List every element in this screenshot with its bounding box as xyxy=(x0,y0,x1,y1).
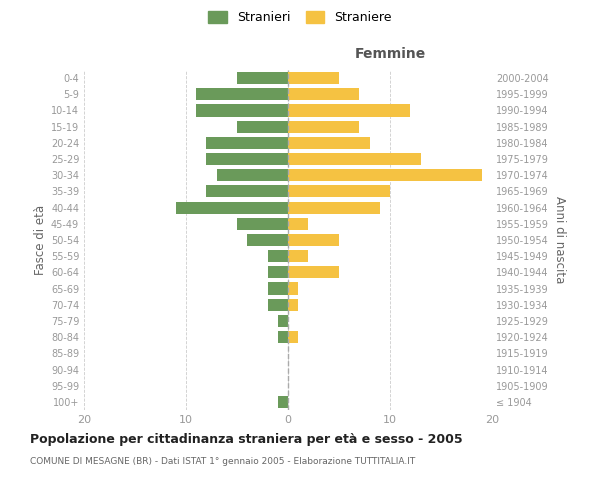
Bar xyxy=(176,202,288,213)
Bar xyxy=(278,396,288,408)
Text: COMUNE DI MESAGNE (BR) - Dati ISTAT 1° gennaio 2005 - Elaborazione TUTTITALIA.IT: COMUNE DI MESAGNE (BR) - Dati ISTAT 1° g… xyxy=(30,458,415,466)
Bar xyxy=(196,88,288,101)
Bar xyxy=(206,153,288,165)
Bar xyxy=(288,104,410,117)
Bar xyxy=(237,120,288,132)
Bar xyxy=(237,72,288,84)
Bar xyxy=(268,250,288,262)
Bar xyxy=(288,120,359,132)
Bar xyxy=(247,234,288,246)
Bar xyxy=(288,218,308,230)
Bar xyxy=(288,88,359,101)
Bar xyxy=(288,137,370,149)
Bar xyxy=(288,153,421,165)
Bar xyxy=(288,72,339,84)
Bar xyxy=(288,298,298,311)
Bar xyxy=(288,266,339,278)
Bar xyxy=(288,331,298,343)
Bar xyxy=(288,186,390,198)
Bar xyxy=(288,282,298,294)
Bar xyxy=(288,202,380,213)
Bar xyxy=(206,137,288,149)
Bar xyxy=(268,282,288,294)
Legend: Stranieri, Straniere: Stranieri, Straniere xyxy=(208,11,392,24)
Bar xyxy=(288,169,482,181)
Bar xyxy=(206,186,288,198)
Text: Femmine: Femmine xyxy=(355,48,425,62)
Bar xyxy=(237,218,288,230)
Bar xyxy=(268,298,288,311)
Bar xyxy=(288,250,308,262)
Bar xyxy=(268,266,288,278)
Bar xyxy=(278,331,288,343)
Bar xyxy=(288,234,339,246)
Bar xyxy=(217,169,288,181)
Text: Popolazione per cittadinanza straniera per età e sesso - 2005: Popolazione per cittadinanza straniera p… xyxy=(30,432,463,446)
Bar xyxy=(196,104,288,117)
Y-axis label: Fasce di età: Fasce di età xyxy=(34,205,47,275)
Y-axis label: Anni di nascita: Anni di nascita xyxy=(553,196,566,284)
Bar xyxy=(278,315,288,327)
